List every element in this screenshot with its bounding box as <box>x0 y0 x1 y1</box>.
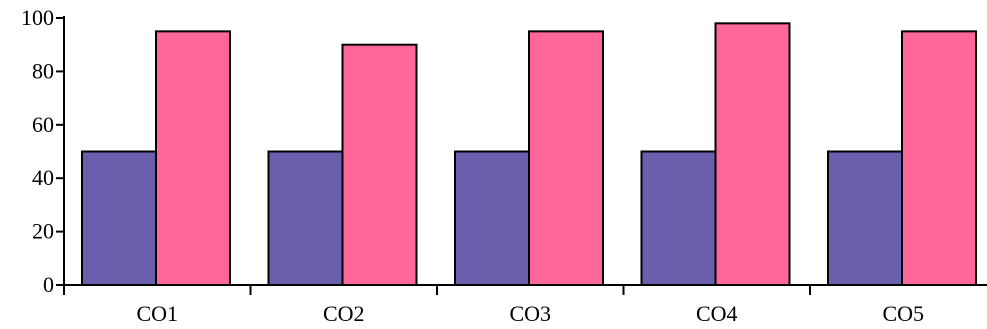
bar-co3-series-1 <box>454 150 530 286</box>
bar-co5-series-1 <box>827 150 903 286</box>
bar-co4-series-2 <box>714 22 791 287</box>
y-tick-label-100: 100 <box>21 5 54 30</box>
y-tick-label-60: 60 <box>32 112 54 137</box>
x-tick-label-co4: CO4 <box>696 301 738 326</box>
y-tick-label-20: 20 <box>32 219 54 244</box>
y-tick-label-40: 40 <box>32 165 54 190</box>
x-tick-label-co2: CO2 <box>323 301 365 326</box>
x-tick-label-co5: CO5 <box>882 301 924 326</box>
y-tick-label-80: 80 <box>32 58 54 83</box>
bars-group <box>81 22 977 287</box>
x-tick-label-co3: CO3 <box>509 301 551 326</box>
x-tick-label-co1: CO1 <box>136 301 178 326</box>
bar-co1-series-2 <box>155 30 231 286</box>
bar-co2-series-1 <box>267 150 344 286</box>
y-tick-label-0: 0 <box>43 272 54 297</box>
bar-co2-series-2 <box>341 43 418 287</box>
y-axis: 0 20 40 60 80 100 <box>21 5 65 297</box>
bar-co5-series-2 <box>901 30 977 286</box>
bar-co1-series-1 <box>81 150 157 286</box>
x-axis: CO1 CO2 CO3 CO4 CO5 <box>63 284 987 326</box>
bar-co4-series-1 <box>640 150 717 286</box>
bar-co3-series-2 <box>528 30 604 286</box>
